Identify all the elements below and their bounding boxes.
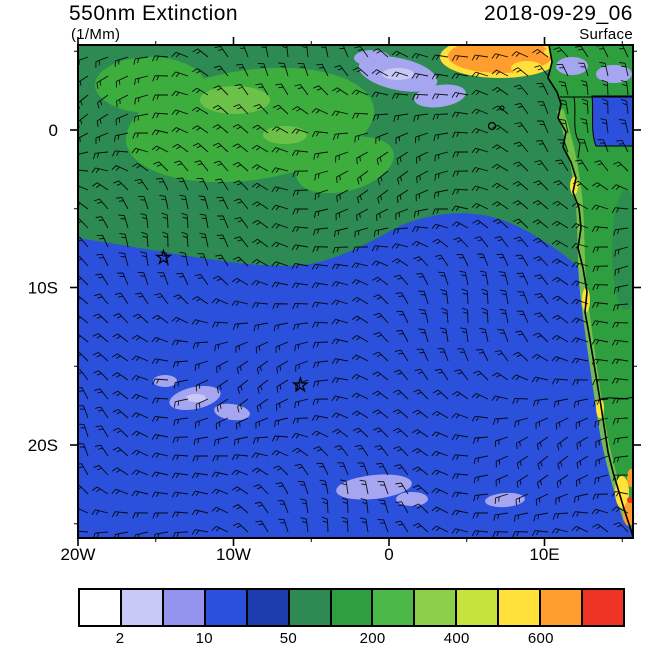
plot-datetime: 2018-09-29_06 (484, 2, 633, 25)
low-value-patch (414, 84, 466, 108)
coastline (547, 45, 633, 538)
axis-ticks (70, 37, 641, 546)
plume-yellow-spot (511, 61, 543, 75)
colorbar-box (245, 590, 288, 625)
land-yellow-spot (615, 476, 629, 508)
colorbar-box (455, 590, 498, 625)
land-orange-spot (627, 469, 633, 487)
colorbar-box (539, 590, 582, 625)
land-fill (548, 45, 633, 537)
colorbar (78, 588, 625, 627)
colorbar-tick-label: 50 (279, 630, 298, 647)
x-tick-label: 10W (216, 545, 251, 564)
bright-green-patch (296, 136, 394, 194)
colorbar-box (119, 590, 162, 625)
land-lavender-patch (596, 65, 632, 83)
x-tick-label: 20W (61, 545, 96, 564)
y-tick-label: 10S (28, 279, 58, 298)
colorbar-box (581, 590, 623, 625)
land-orange-spot (623, 502, 633, 526)
inland-blue-region (591, 95, 633, 147)
land-lavender-patch (556, 57, 588, 75)
light-green-patch (200, 86, 270, 114)
low-value-patch (396, 492, 428, 506)
y-tick-label: 20S (28, 436, 58, 455)
colorbar-box (80, 590, 120, 625)
axis-tick-labels: 20W 10W 0 10E 0 10S 20S (28, 121, 560, 564)
colorbar-tick-label: 200 (359, 630, 386, 647)
colorbar-tick-label: 2 (115, 630, 125, 647)
y-tick-label: 0 (49, 121, 58, 140)
colorbar-box (497, 590, 540, 625)
country-border (573, 96, 581, 159)
bright-green-patch (95, 57, 205, 113)
colorbar-box (203, 590, 246, 625)
colorbar-box (371, 590, 414, 625)
light-green-patch (263, 126, 307, 144)
plot-level: Surface (579, 26, 633, 43)
star-marker (154, 248, 173, 265)
map-frame (77, 44, 634, 539)
low-value-patch (153, 375, 177, 387)
colorbar-tick-label: 400 (443, 630, 470, 647)
star-marker (291, 376, 309, 393)
low-value-patch (354, 50, 390, 66)
colorbar-box (413, 590, 456, 625)
colorbar-box (161, 590, 204, 625)
x-tick-label: 0 (384, 545, 393, 564)
colorbar-box (287, 590, 330, 625)
land-dark-green (612, 190, 633, 310)
wind-barbs-layer (78, 45, 629, 538)
wind-barbs (78, 45, 629, 538)
plot-title: 550nm Extinction (69, 2, 239, 25)
x-tick-label: 10E (529, 545, 559, 564)
star-markers (154, 248, 309, 393)
colorbar-labels: 2 10 50 200 400 600 (78, 630, 625, 650)
colorbar-box (329, 590, 372, 625)
colorbar-tick-label: 10 (195, 630, 213, 647)
low-value-patch-light (186, 394, 206, 402)
colorbar-tick-label: 600 (527, 630, 554, 647)
land-red-spot (627, 497, 633, 503)
low-value-patch (336, 474, 412, 500)
plot-units: (1/Mm) (71, 26, 121, 43)
